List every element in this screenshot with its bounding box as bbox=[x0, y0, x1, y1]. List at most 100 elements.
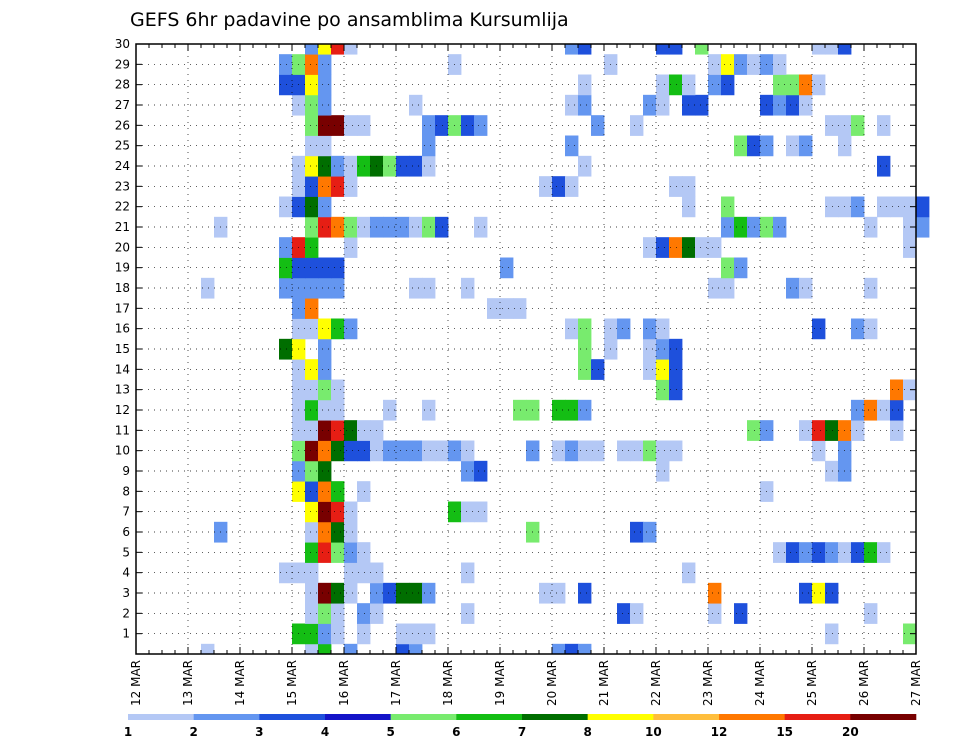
heatmap-cell bbox=[344, 582, 358, 604]
heatmap-cell bbox=[851, 115, 865, 136]
heatmap-cell bbox=[305, 115, 319, 136]
x-tick-label: 17 MAR bbox=[389, 660, 403, 706]
colorbar-swatch bbox=[325, 714, 391, 720]
heatmap-cell bbox=[643, 338, 657, 360]
heatmap-cell bbox=[903, 379, 917, 401]
heatmap-cell bbox=[318, 603, 332, 624]
heatmap-cell bbox=[851, 420, 865, 441]
heatmap-cell bbox=[318, 379, 332, 401]
heatmap-cell bbox=[708, 74, 722, 96]
heatmap-cell bbox=[578, 399, 592, 421]
heatmap-cell bbox=[721, 196, 735, 218]
heatmap-cell bbox=[305, 176, 319, 197]
heatmap-cell bbox=[903, 196, 917, 218]
y-tick-label: 1 bbox=[122, 627, 130, 641]
y-tick-label: 13 bbox=[115, 383, 130, 397]
colorbar-label: 12 bbox=[711, 725, 728, 739]
heatmap-cell bbox=[344, 237, 358, 258]
heatmap-cell bbox=[201, 277, 215, 299]
heatmap-cell bbox=[617, 603, 631, 624]
heatmap-cell bbox=[500, 298, 514, 319]
heatmap-cell bbox=[591, 359, 605, 380]
heatmap-cell bbox=[305, 623, 319, 645]
heatmap-cell bbox=[799, 582, 813, 604]
heatmap-cell bbox=[643, 440, 657, 462]
heatmap-cell bbox=[747, 135, 761, 157]
x-tick-label: 25 MAR bbox=[805, 660, 819, 706]
heatmap-cell bbox=[279, 338, 293, 360]
heatmap-cell bbox=[422, 155, 436, 177]
heatmap-cell bbox=[422, 135, 436, 157]
heatmap-cell bbox=[344, 542, 358, 563]
heatmap-cell bbox=[318, 135, 332, 157]
heatmap-cell bbox=[903, 623, 917, 645]
heatmap-cell bbox=[812, 318, 826, 340]
heatmap-cell bbox=[825, 623, 839, 645]
heatmap-cell bbox=[305, 643, 319, 655]
heatmap-cell bbox=[409, 216, 423, 238]
heatmap-cell bbox=[812, 44, 826, 55]
heatmap-cell bbox=[461, 603, 475, 624]
heatmap-cell bbox=[903, 237, 917, 258]
heatmap-cell bbox=[305, 74, 319, 96]
y-tick-label: 3 bbox=[122, 586, 130, 600]
heatmap-cell bbox=[630, 440, 644, 462]
heatmap-cell bbox=[656, 338, 670, 360]
y-tick-label: 15 bbox=[115, 342, 130, 356]
heatmap-cell bbox=[357, 115, 371, 136]
heatmap-cell bbox=[318, 176, 332, 197]
heatmap-cell bbox=[344, 115, 358, 136]
heatmap-cell bbox=[279, 277, 293, 299]
y-tick-label: 26 bbox=[115, 118, 130, 132]
heatmap-cell bbox=[305, 298, 319, 319]
colorbar-label: 1 bbox=[124, 725, 132, 739]
heatmap-cell bbox=[461, 460, 475, 482]
heatmap-cell bbox=[916, 196, 930, 218]
heatmap-cell bbox=[409, 582, 423, 604]
heatmap-cell bbox=[747, 216, 761, 238]
heatmap-cell bbox=[344, 643, 358, 655]
heatmap-cell bbox=[708, 54, 722, 75]
heatmap-cell bbox=[318, 460, 332, 482]
x-tick-label: 23 MAR bbox=[701, 660, 715, 706]
heatmap-cell bbox=[357, 216, 371, 238]
heatmap-cell bbox=[656, 318, 670, 340]
heatmap-cell bbox=[890, 196, 904, 218]
heatmap-cell bbox=[344, 318, 358, 340]
heatmap-cell bbox=[669, 176, 683, 197]
heatmap-cell bbox=[825, 115, 839, 136]
heatmap-cell bbox=[721, 54, 735, 75]
colorbar-label: 20 bbox=[842, 725, 859, 739]
colorbar-label: 5 bbox=[386, 725, 394, 739]
heatmap-cell bbox=[305, 44, 319, 55]
heatmap-cell bbox=[318, 94, 332, 116]
x-tick-label: 16 MAR bbox=[337, 660, 351, 706]
heatmap-cell bbox=[773, 54, 787, 75]
heatmap-cell bbox=[305, 379, 319, 401]
heatmap-cell bbox=[318, 54, 332, 75]
heatmap-cell bbox=[565, 94, 579, 116]
heatmap-cell bbox=[318, 115, 332, 136]
heatmap-cell bbox=[851, 196, 865, 218]
heatmap-cell bbox=[331, 216, 345, 238]
y-tick-label: 28 bbox=[115, 78, 130, 92]
heatmap-cell bbox=[331, 481, 345, 502]
heatmap-cell bbox=[786, 74, 800, 96]
heatmap-cell bbox=[669, 237, 683, 258]
heatmap-cell bbox=[656, 44, 670, 55]
heatmap-cell bbox=[825, 582, 839, 604]
heatmap-cell bbox=[656, 94, 670, 116]
heatmap-cell bbox=[565, 440, 579, 462]
heatmap-cell bbox=[799, 277, 813, 299]
heatmap-cell bbox=[331, 542, 345, 563]
heatmap-cell bbox=[357, 440, 371, 462]
heatmap-cell bbox=[305, 399, 319, 421]
heatmap-cell bbox=[500, 257, 514, 279]
heatmap-cell bbox=[734, 216, 748, 238]
heatmap-cell bbox=[396, 582, 410, 604]
heatmap-cell bbox=[331, 176, 345, 197]
heatmap-cell bbox=[409, 623, 423, 645]
heatmap-cell bbox=[318, 501, 332, 523]
heatmap-cell bbox=[656, 237, 670, 258]
